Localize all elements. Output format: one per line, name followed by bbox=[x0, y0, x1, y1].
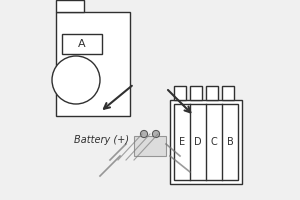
Circle shape bbox=[52, 56, 100, 104]
Text: D: D bbox=[194, 137, 202, 147]
Bar bbox=[134, 136, 166, 156]
Bar bbox=[174, 86, 186, 100]
Bar bbox=[170, 100, 242, 184]
Bar bbox=[62, 34, 102, 54]
Bar bbox=[190, 86, 202, 100]
Bar bbox=[174, 104, 238, 180]
Bar bbox=[222, 86, 234, 100]
Text: Battery (+): Battery (+) bbox=[74, 135, 129, 145]
Text: E: E bbox=[179, 137, 185, 147]
Circle shape bbox=[140, 130, 148, 138]
Circle shape bbox=[152, 130, 160, 138]
FancyBboxPatch shape bbox=[56, 12, 130, 116]
Bar bbox=[56, 0, 84, 12]
Bar bbox=[206, 86, 218, 100]
Text: A: A bbox=[78, 39, 86, 49]
Text: B: B bbox=[226, 137, 233, 147]
Text: C: C bbox=[211, 137, 218, 147]
